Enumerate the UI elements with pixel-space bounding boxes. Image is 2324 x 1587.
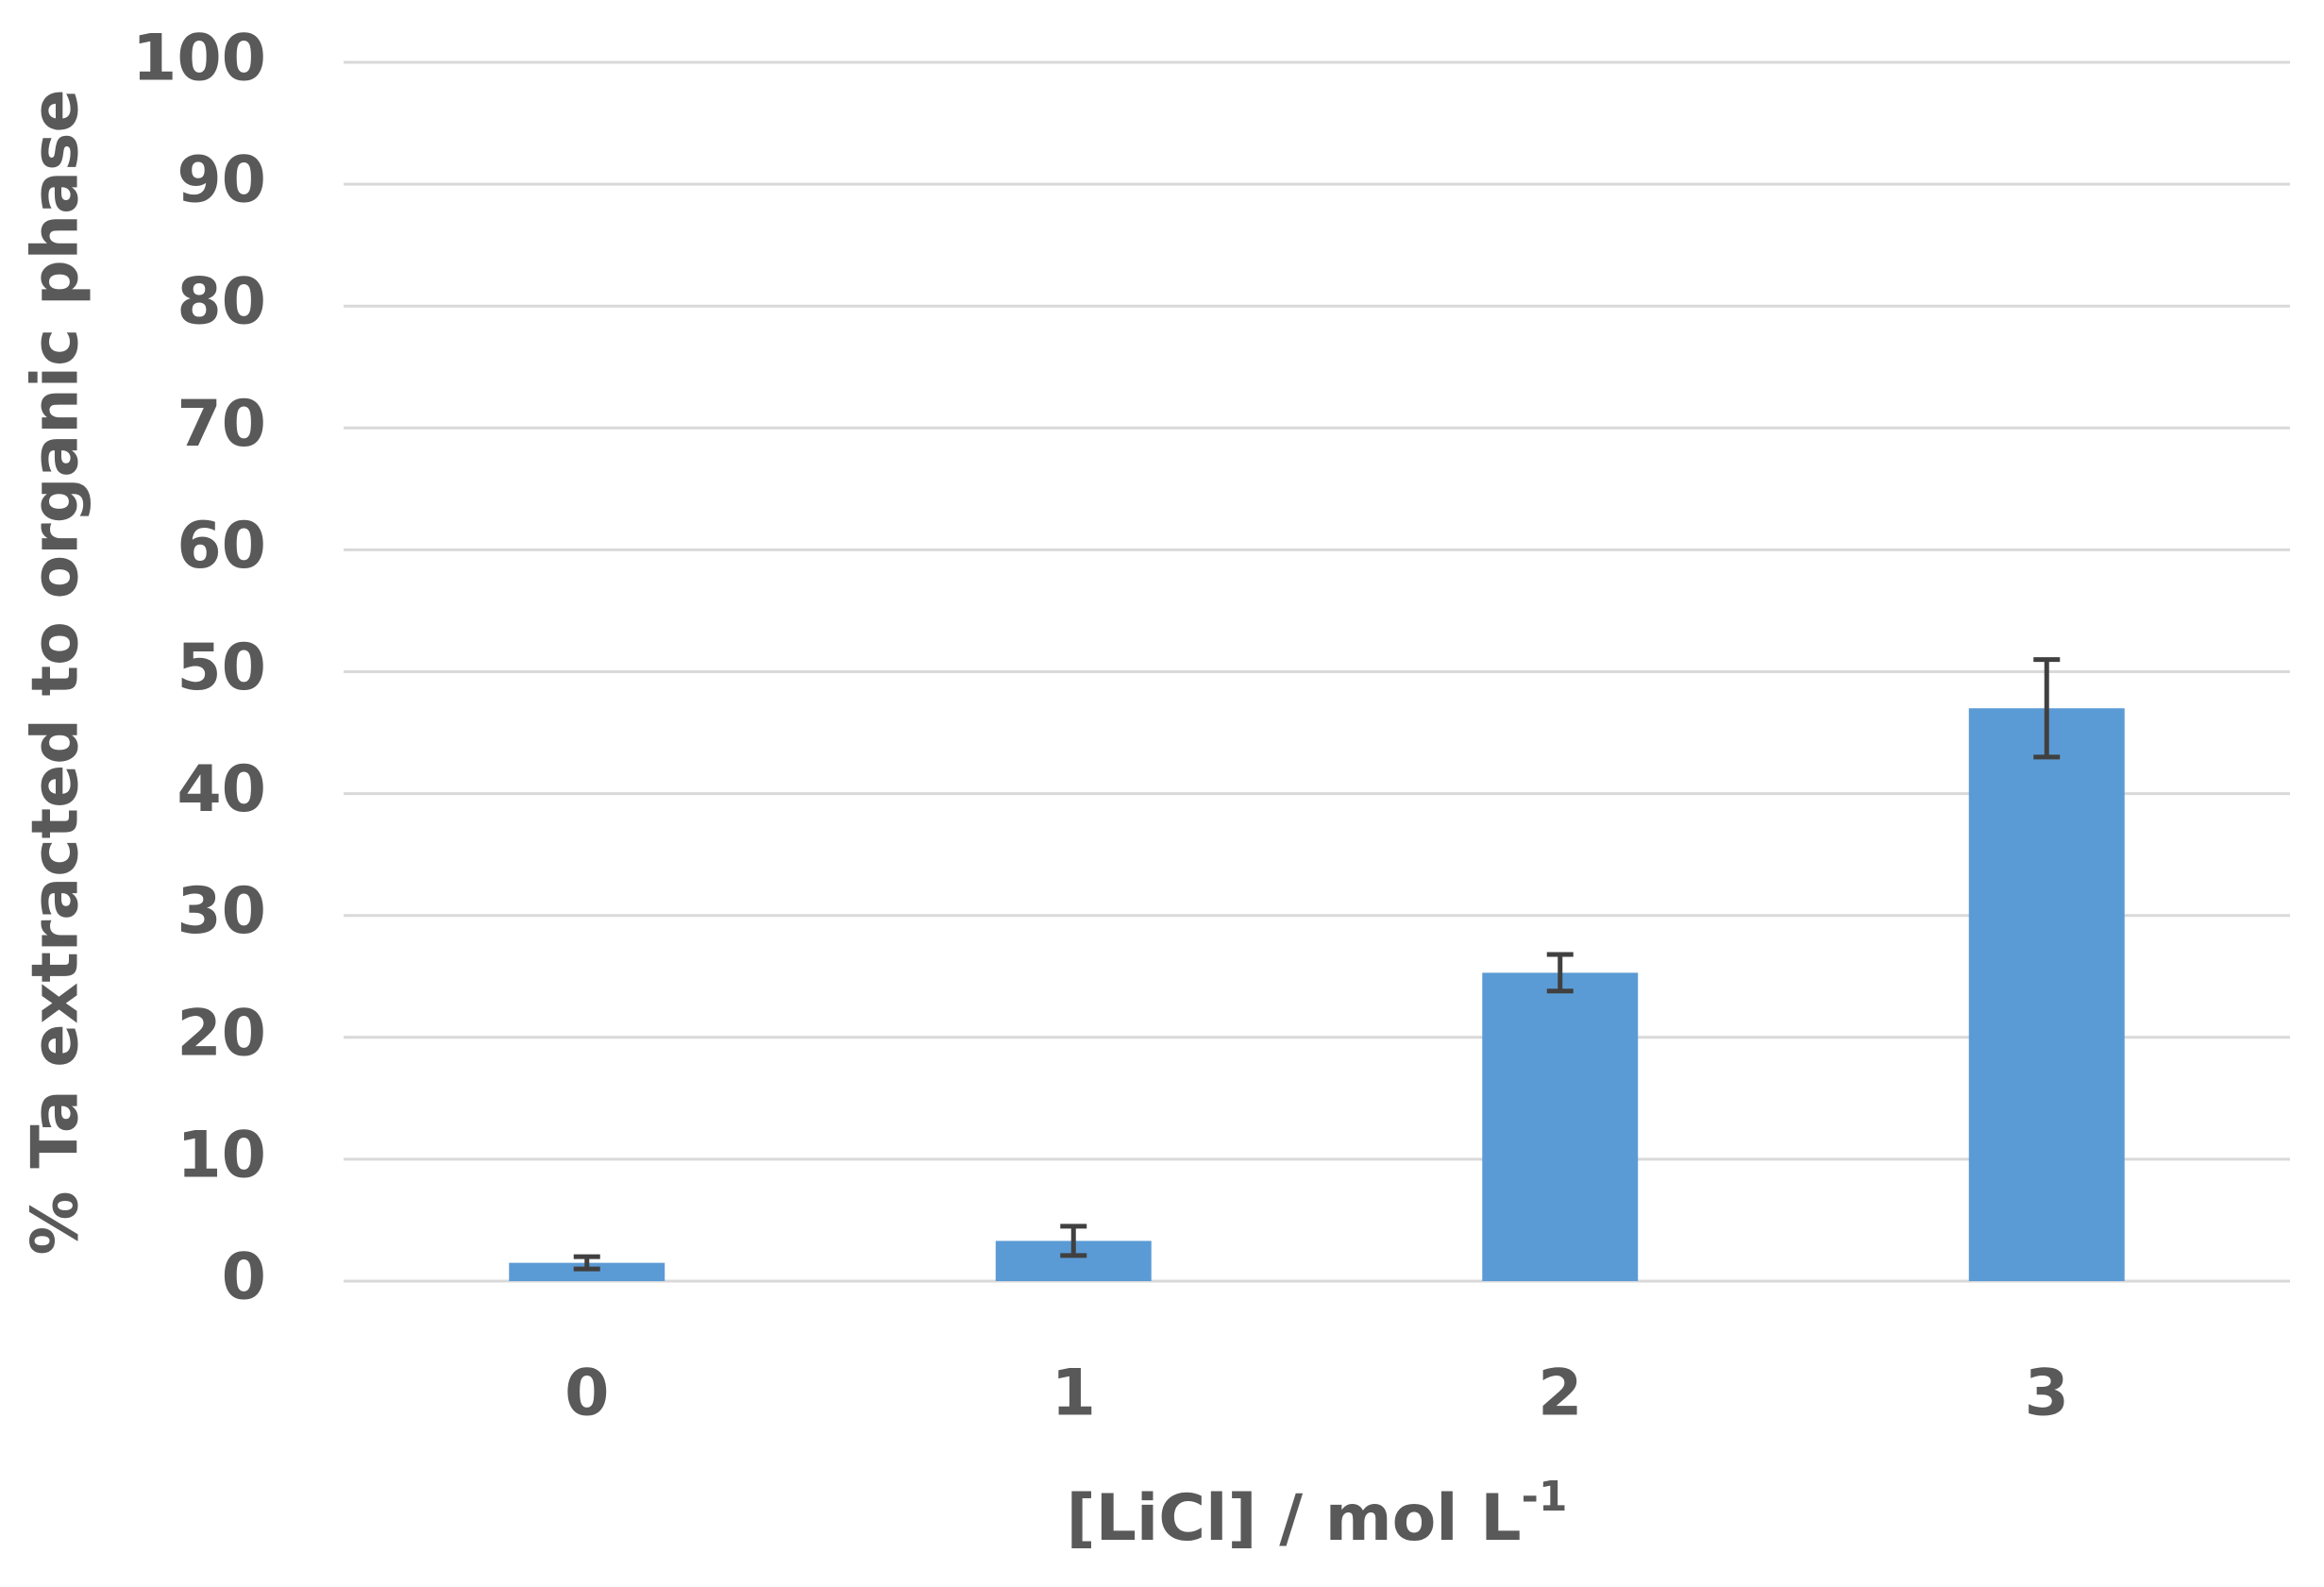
y-tick-label: 70 (177, 387, 266, 462)
y-tick-label: 50 (177, 631, 266, 705)
y-tick-label: 10 (177, 1118, 266, 1192)
x-axis-label-superscript: -1 (1522, 1473, 1568, 1521)
error-bar (1546, 952, 1574, 994)
x-axis-label: [LiCl] / mol L-1 (1067, 1473, 1568, 1556)
bar (1968, 708, 2125, 1281)
bar (1482, 972, 1639, 1281)
y-tick-label: 100 (132, 22, 266, 96)
y-tick-label: 30 (177, 874, 266, 949)
y-tick-label: 90 (177, 144, 266, 218)
y-tick-label: 0 (222, 1241, 266, 1315)
x-tick-label: 1 (1052, 1357, 1096, 1431)
x-axis-label-text: [LiCl] / mol L (1067, 1481, 1522, 1556)
y-tick-label: 60 (177, 509, 266, 583)
error-bar (573, 1254, 600, 1272)
y-tick-label: 40 (177, 752, 266, 827)
error-bar (1060, 1224, 1087, 1258)
bar (509, 1262, 665, 1281)
error-bar (2033, 657, 2061, 760)
y-axis-label: % Ta extracted to organic phase (19, 89, 93, 1255)
x-tick-label: 3 (2025, 1357, 2069, 1431)
y-tick-label: 20 (177, 996, 266, 1071)
x-tick-label: 0 (564, 1357, 609, 1431)
x-tick-label: 2 (1538, 1357, 1582, 1431)
y-tick-label: 80 (177, 265, 266, 340)
